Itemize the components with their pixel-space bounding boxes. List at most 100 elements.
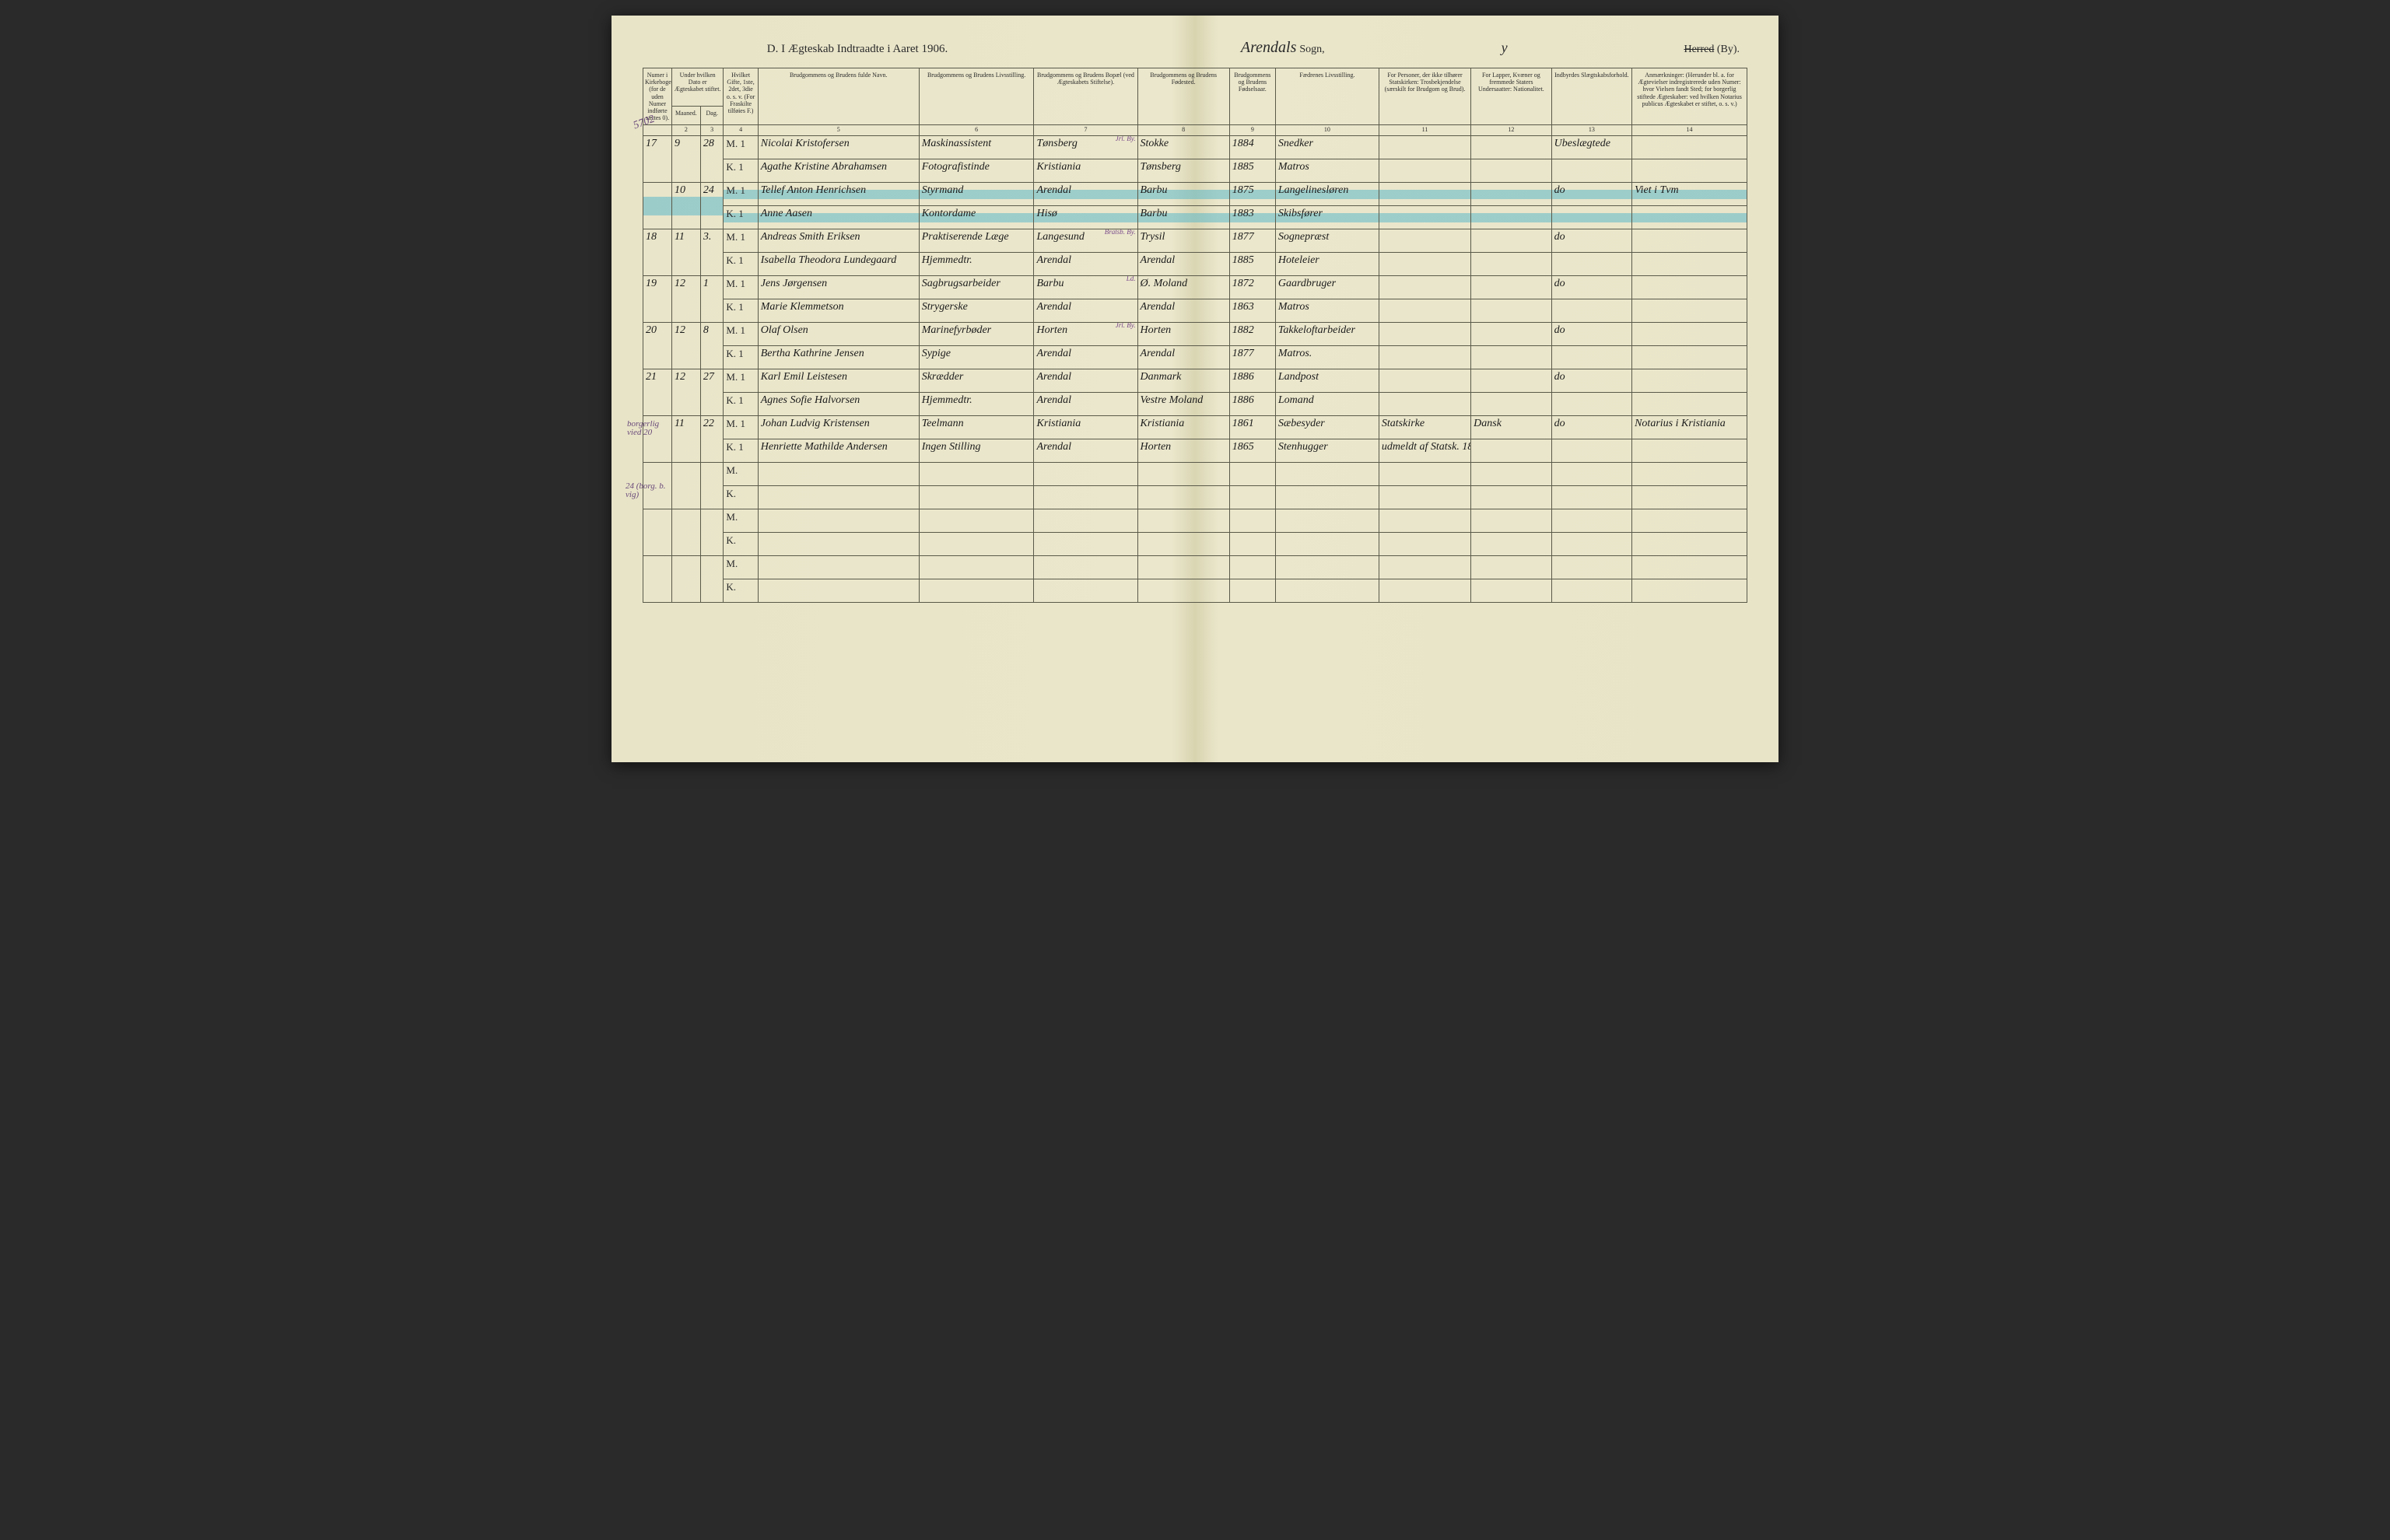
cell: 12 <box>671 323 700 369</box>
cell <box>1471 159 1551 183</box>
cell <box>1551 393 1631 416</box>
cell: do <box>1551 323 1631 346</box>
cell: Styrmand <box>919 183 1034 206</box>
cell: 1872 <box>1229 276 1275 299</box>
cell: Kristiania <box>1034 416 1137 439</box>
cell <box>643 183 672 229</box>
cell: Takkeloftarbeider <box>1275 323 1379 346</box>
cell <box>919 486 1034 509</box>
cell <box>1471 253 1551 276</box>
cell: 1875 <box>1229 183 1275 206</box>
table-row: K. 1Agnes Sofie HalvorsenHjemmedtr.Arend… <box>643 393 1747 416</box>
cell: K. 1 <box>724 159 758 183</box>
table-row: K. 1Henriette Mathilde AndersenIngen Sti… <box>643 439 1747 463</box>
cell: Ubeslægtede <box>1551 136 1631 159</box>
cell: Trysil <box>1137 229 1229 253</box>
cell <box>1632 276 1747 299</box>
cell: Barbu <box>1137 183 1229 206</box>
cell <box>1632 229 1747 253</box>
herred-mark: y <box>1502 40 1508 56</box>
header-c2-3: Under hvilken Dato er Ægteskabet stiftet… <box>671 68 723 107</box>
cell: Arendal <box>1034 393 1137 416</box>
header-c14: Anmærkninger: (Herunder bl. a. for Ægtev… <box>1632 68 1747 125</box>
cell: 8 <box>700 323 724 369</box>
cell: Nicolai Kristofersen <box>758 136 919 159</box>
cell: 27 <box>700 369 724 416</box>
cell: 1883 <box>1229 206 1275 229</box>
cell: 1885 <box>1229 253 1275 276</box>
cell: Horten <box>1137 439 1229 463</box>
purple-annotation: Jrl. By. <box>1116 136 1136 143</box>
cell <box>1275 579 1379 603</box>
cell <box>1551 206 1631 229</box>
cell <box>1551 253 1631 276</box>
cell <box>1471 183 1551 206</box>
header-c8: Brudgommens og Brudens Fødested. <box>1137 68 1229 125</box>
cell <box>1551 439 1631 463</box>
cell: Arendal <box>1034 439 1137 463</box>
cell: Arendal <box>1137 299 1229 323</box>
cell: 1877 <box>1229 346 1275 369</box>
cell: 20 <box>643 323 672 369</box>
cell: K. 1 <box>724 346 758 369</box>
table-header: Numer i Kirkebogen (for de uden Numer in… <box>643 68 1747 136</box>
cell: Langelinesløren <box>1275 183 1379 206</box>
cell: Stenhugger <box>1275 439 1379 463</box>
cell <box>671 509 700 556</box>
cell: 18 <box>643 229 672 276</box>
cell: K. <box>724 486 758 509</box>
cell: Kontordame <box>919 206 1034 229</box>
cell <box>758 533 919 556</box>
colnum: 2 <box>671 125 700 136</box>
colnum: 12 <box>1471 125 1551 136</box>
cell <box>1379 253 1470 276</box>
cell: K. 1 <box>724 299 758 323</box>
cell: M. <box>724 509 758 533</box>
cell <box>1379 463 1470 486</box>
cell <box>1379 369 1470 393</box>
cell: 21 <box>643 369 672 416</box>
cell: K. 1 <box>724 206 758 229</box>
cell <box>671 463 700 509</box>
cell <box>1379 346 1470 369</box>
herred-label: Herred (By). <box>1684 44 1740 56</box>
table-row: K. 1Anne AasenKontordameHisøBarbu1883Ski… <box>643 206 1747 229</box>
cell <box>1379 509 1470 533</box>
cell: 1885 <box>1229 159 1275 183</box>
cell: K. 1 <box>724 439 758 463</box>
cell <box>1034 509 1137 533</box>
cell: 1861 <box>1229 416 1275 439</box>
cell: Karl Emil Leistesen <box>758 369 919 393</box>
cell: K. <box>724 579 758 603</box>
by-label: (By). <box>1717 44 1740 55</box>
cell: M. 1 <box>724 229 758 253</box>
cell: M. 1 <box>724 183 758 206</box>
cell: Matros <box>1275 299 1379 323</box>
parish-name: Arendals <box>1241 39 1296 56</box>
cell <box>758 556 919 579</box>
cell: 3. <box>700 229 724 276</box>
cell <box>1471 323 1551 346</box>
cell <box>1632 159 1747 183</box>
cell: Marie Klemmetson <box>758 299 919 323</box>
table-row: K. 1Marie KlemmetsonStrygerskeArendalAre… <box>643 299 1747 323</box>
cell: 24 <box>700 183 724 229</box>
cell: Arendal <box>1034 346 1137 369</box>
table-row: M. <box>643 556 1747 579</box>
cell: 22 <box>700 416 724 463</box>
cell <box>1229 556 1275 579</box>
cell <box>1632 509 1747 533</box>
table-row: K. 1Agathe Kristine AbrahamsenFotografis… <box>643 159 1747 183</box>
cell <box>919 579 1034 603</box>
cell <box>1229 509 1275 533</box>
cell <box>1632 463 1747 486</box>
cell <box>643 416 672 463</box>
cell: Arendal <box>1137 346 1229 369</box>
cell <box>1632 299 1747 323</box>
cell: Stokke <box>1137 136 1229 159</box>
cell <box>1471 393 1551 416</box>
cell: HortenJrl. By. <box>1034 323 1137 346</box>
cell <box>1551 486 1631 509</box>
cell: Arendal <box>1137 253 1229 276</box>
cell: Ingen Stilling <box>919 439 1034 463</box>
